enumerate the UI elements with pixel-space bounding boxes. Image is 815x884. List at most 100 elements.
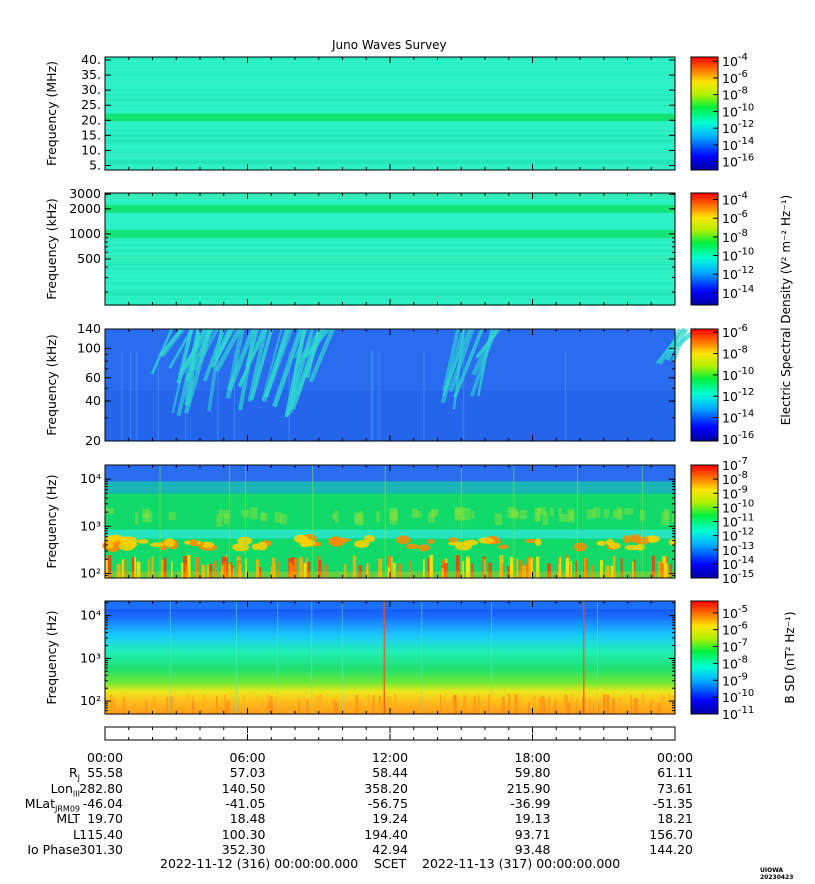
fringe [428, 512, 435, 523]
low-freq-column [657, 702, 661, 714]
fringe [415, 511, 422, 519]
low-freq-column [539, 697, 542, 714]
low-freq-column [591, 564, 594, 578]
burst-streak [203, 328, 226, 382]
colorbar-label-shared: Electric Spectral Density (V² m⁻² Hz⁻¹) [779, 195, 793, 425]
low-freq-column [270, 703, 274, 714]
colorbar-tick-label: 10-14 [722, 284, 754, 301]
low-freq-column [277, 561, 280, 578]
low-freq-column [366, 563, 369, 578]
colorbar-tick-label: 10-10 [722, 247, 754, 264]
colorbar-gradient [690, 192, 719, 306]
ephemeris-value: -36.99 [510, 795, 551, 811]
emission-band [105, 98, 675, 101]
colorbar-tick-label: 10-12 [722, 265, 754, 282]
low-freq-column [663, 695, 665, 714]
ephemeris-value: -41.05 [225, 795, 266, 811]
fringe [411, 508, 418, 518]
emission-blob [106, 542, 114, 549]
low-freq-column [303, 562, 307, 578]
low-freq-column [312, 700, 315, 714]
noise-line [105, 244, 675, 247]
low-freq-column [121, 559, 124, 578]
low-freq-column [441, 568, 444, 578]
low-freq-column [226, 702, 229, 714]
y-tick-label: 10² [80, 693, 101, 708]
low-freq-column [480, 702, 482, 714]
low-freq-column [344, 563, 347, 578]
low-freq-column [387, 555, 392, 578]
emission-blob [163, 538, 176, 547]
low-freq-column [519, 695, 522, 714]
transition-layer [105, 481, 675, 494]
low-freq-column [243, 695, 245, 714]
burst-streak [440, 328, 466, 404]
low-freq-column [105, 560, 108, 578]
time-tick-label: 18:00 [514, 750, 551, 765]
noise-line [105, 74, 675, 76]
credit-stamp: UIOWA 20230423 [760, 867, 794, 881]
low-freq-column [306, 557, 308, 578]
low-freq-column [270, 566, 273, 578]
low-freq-column [477, 695, 480, 714]
low-freq-column [547, 563, 551, 578]
low-freq-column [203, 694, 206, 714]
colorbar-tick-label: 10-6 [722, 209, 748, 226]
colorbar-label: B SD (nT² Hz⁻¹) [783, 611, 797, 703]
colorbar-tick-label: 10-16 [722, 153, 754, 170]
burst-streak [159, 327, 185, 358]
low-freq-column [319, 694, 321, 714]
low-freq-column [377, 701, 379, 714]
ephemeris-row-label: L [73, 826, 80, 842]
low-freq-column [522, 565, 527, 578]
noise-line [105, 63, 675, 66]
fringe [520, 510, 528, 520]
ephemeris-row-label: MLatJRM09 [24, 795, 80, 814]
emission-blob [637, 536, 650, 545]
spectrogram-panel-3: 20 40 60 100 140 Frequency (kHz) [44, 321, 699, 448]
y-tick-label: 10³ [80, 518, 101, 533]
fringe [135, 511, 139, 525]
emission-blob [354, 539, 370, 548]
noise-line [105, 261, 675, 264]
low-freq-column [186, 555, 191, 578]
low-freq-column [429, 554, 434, 578]
emission-blob [463, 539, 479, 546]
low-freq-column [238, 563, 242, 578]
low-freq-column [443, 563, 448, 578]
y-tick-label: 20 [85, 433, 101, 448]
low-freq-column [220, 564, 225, 578]
low-freq-column [630, 695, 633, 714]
ephemeris-row-label: RJ [68, 765, 80, 783]
ephemeris-value: 42.94 [372, 841, 408, 857]
low-freq-column [659, 562, 664, 578]
colorbar-tick-label: 10-14 [722, 136, 754, 153]
low-freq-column [453, 695, 457, 714]
emission-blob [237, 536, 253, 545]
low-freq-column [267, 701, 271, 714]
low-freq-column [215, 696, 218, 714]
low-freq-column [170, 561, 173, 578]
burst-streak [475, 328, 501, 359]
end-time: 2022-11-13 (317) 00:00:00.000 [422, 856, 621, 871]
emission-band [105, 66, 675, 69]
low-freq-column [324, 564, 328, 578]
noise-line [105, 249, 675, 252]
y-tick-label: 10. [81, 142, 101, 157]
low-freq-column [112, 696, 115, 714]
colorbar-tick-label: 10-10 [722, 366, 754, 383]
fringe [542, 511, 549, 525]
low-freq-column [320, 694, 323, 714]
y-tick-label: 15. [81, 127, 101, 142]
noise-line [105, 134, 675, 136]
colorbar-tick-label: 10-4 [722, 191, 748, 208]
fringe [507, 506, 516, 519]
emission-blob [573, 542, 587, 552]
low-freq-column [359, 699, 362, 714]
low-freq-column [153, 696, 156, 714]
y-tick-label: 500 [77, 251, 101, 266]
time-tick-label: 00:00 [87, 750, 124, 765]
fringe [624, 508, 634, 515]
